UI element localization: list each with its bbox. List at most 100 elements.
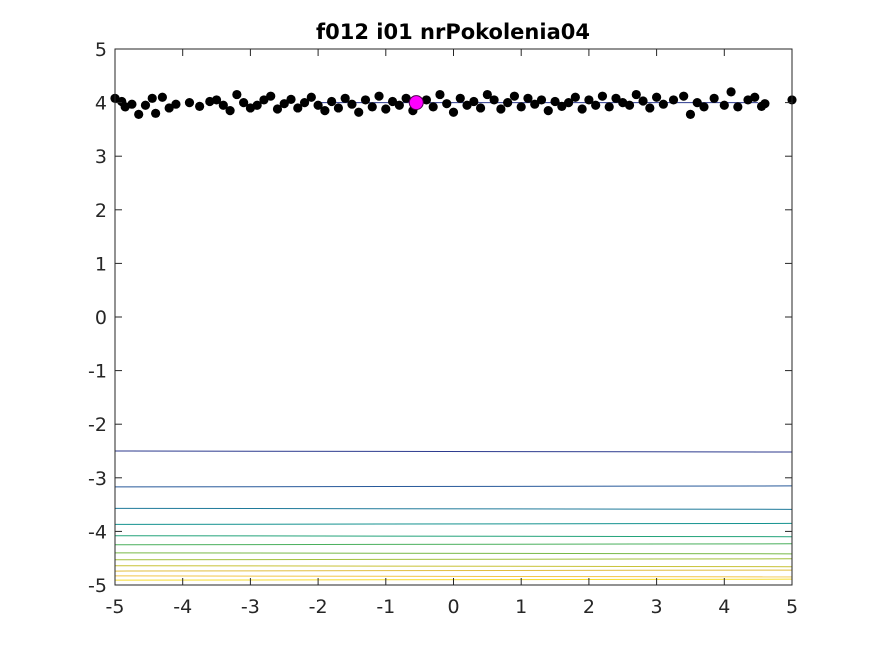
y-tick-label: 5 [95, 39, 107, 61]
data-point [279, 99, 289, 109]
data-point [171, 99, 181, 109]
chart-title: f012 i01 nrPokolenia04 [316, 20, 590, 44]
data-point [320, 106, 330, 116]
data-point [482, 89, 492, 100]
data-point [367, 102, 377, 112]
data-point [401, 93, 411, 103]
data-point [360, 95, 371, 105]
data-point [218, 100, 228, 110]
data-point [679, 91, 689, 101]
data-point [709, 93, 719, 103]
x-tick-label: -4 [173, 596, 192, 618]
data-point [293, 103, 303, 113]
contour-line [114, 565, 793, 568]
y-tick-label: -3 [88, 468, 107, 490]
y-tick-label: -4 [88, 521, 107, 543]
data-point [442, 99, 452, 109]
y-tick-label: 3 [95, 146, 107, 168]
data-point [503, 98, 513, 108]
data-point [306, 92, 316, 102]
data-point [577, 104, 587, 114]
y-tick-label: -1 [88, 361, 107, 383]
data-point [597, 91, 608, 101]
contour-lines [114, 450, 793, 581]
data-point [604, 102, 614, 112]
y-axis-ticks: -5 -4 -3 -2 -1 0 1 2 3 4 5 [88, 39, 792, 597]
data-point [239, 98, 249, 108]
data-point [211, 95, 222, 105]
y-tick-label: 1 [95, 253, 107, 275]
data-point [726, 87, 736, 97]
data-point [354, 107, 364, 117]
data-point [658, 99, 668, 109]
data-point [195, 101, 205, 111]
data-point [496, 104, 506, 114]
data-point [685, 109, 696, 119]
data-point [387, 96, 398, 107]
data-point [624, 100, 635, 110]
contour-line [114, 575, 793, 578]
contour-line [114, 569, 793, 572]
data-point [327, 96, 337, 107]
data-point [140, 100, 151, 110]
data-point [699, 102, 709, 112]
contour-line [114, 507, 793, 510]
data-point [184, 98, 195, 108]
x-tick-label: -3 [241, 596, 260, 618]
data-point [469, 96, 479, 107]
x-tick-label: 0 [447, 596, 459, 618]
population-points [110, 87, 797, 119]
data-point [668, 95, 679, 105]
data-point [611, 93, 621, 103]
y-tick-label: -5 [88, 575, 107, 597]
y-tick-label: 4 [95, 93, 107, 115]
x-tick-label: -5 [106, 596, 125, 618]
data-point [645, 103, 655, 113]
contour-line [114, 522, 793, 525]
data-point [509, 91, 520, 101]
y-tick-label: -2 [88, 414, 107, 436]
data-point [225, 106, 235, 116]
best-point-group [408, 95, 424, 111]
data-point [523, 93, 533, 103]
data-point [530, 99, 540, 109]
data-point [570, 92, 580, 102]
data-point [536, 95, 547, 105]
data-point [266, 91, 276, 101]
x-tick-label: 3 [651, 596, 663, 618]
data-point [462, 100, 472, 110]
data-point [652, 92, 662, 102]
data-point [692, 98, 702, 108]
data-point [421, 95, 432, 105]
data-point [259, 95, 269, 105]
data-point [333, 103, 344, 113]
data-point [394, 100, 404, 110]
data-point [557, 101, 567, 111]
data-point [147, 93, 157, 103]
data-point [475, 103, 486, 113]
x-axis-ticks: -5 -4 -3 -2 -1 0 1 2 3 4 5 [106, 49, 798, 618]
y-tick-label: 2 [95, 200, 107, 222]
data-point [760, 99, 770, 109]
data-point [591, 100, 601, 110]
x-tick-label: 4 [718, 596, 730, 618]
contour-line [114, 485, 793, 488]
contour-line [114, 535, 793, 538]
data-point [550, 96, 560, 107]
x-tick-label: 2 [583, 596, 595, 618]
data-point [543, 106, 553, 116]
x-tick-label: -2 [309, 596, 328, 618]
data-point [134, 109, 144, 119]
x-tick-label: -1 [376, 596, 395, 618]
data-point [313, 100, 323, 110]
data-point [232, 89, 242, 100]
data-point [584, 95, 594, 105]
data-point [455, 93, 465, 103]
data-point [299, 98, 310, 108]
x-tick-label: 1 [515, 596, 527, 618]
data-point [286, 94, 296, 104]
data-point [164, 103, 174, 113]
data-point [719, 100, 729, 110]
data-point [448, 107, 459, 117]
